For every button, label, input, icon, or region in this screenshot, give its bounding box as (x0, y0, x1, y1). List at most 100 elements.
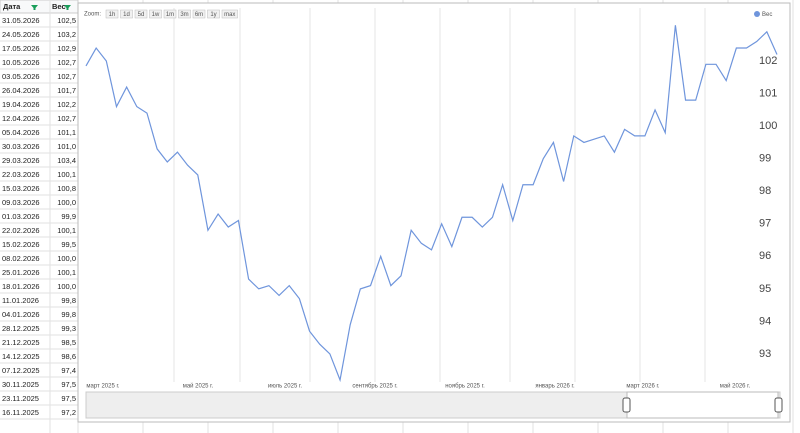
range-handle[interactable] (774, 397, 783, 413)
weight-cell: 98,6 (61, 352, 76, 361)
zoom-button-label[interactable]: 1h (109, 12, 116, 18)
range-window (626, 391, 779, 419)
y-tick-label: 93 (759, 348, 771, 360)
weight-cell: 99,5 (61, 240, 76, 249)
zoom-button-label[interactable]: 5d (138, 12, 145, 18)
y-tick-label: 101 (759, 88, 777, 100)
date-cell: 04.01.2026 (2, 310, 40, 319)
date-cell: 07.12.2025 (2, 366, 40, 375)
x-tick-label: ноябрь 2025 г. (445, 384, 485, 390)
date-cell: 15.02.2026 (2, 240, 40, 249)
zoom-button-label[interactable]: max (224, 12, 235, 18)
range-handle[interactable] (622, 397, 631, 413)
filter-icon[interactable] (31, 5, 38, 10)
date-cell: 25.01.2026 (2, 268, 40, 277)
date-cell: 03.05.2026 (2, 72, 40, 81)
weight-cell: 100,1 (57, 268, 76, 277)
date-cell: 09.03.2026 (2, 198, 40, 207)
weight-cell: 102,5 (57, 16, 76, 25)
date-cell: 08.02.2026 (2, 254, 40, 263)
date-cell: 19.04.2026 (2, 100, 40, 109)
date-cell: 18.01.2026 (2, 282, 40, 291)
weight-cell: 103,2 (57, 30, 76, 39)
zoom-button[interactable] (105, 9, 119, 19)
date-cell: 10.05.2026 (2, 58, 40, 67)
zoom-label: Zoom: (84, 12, 101, 18)
date-cell: 29.03.2026 (2, 156, 40, 165)
y-tick-label: 94 (759, 315, 771, 327)
weight-cell: 101,7 (57, 86, 76, 95)
y-tick-label: 96 (759, 250, 771, 262)
zoom-button[interactable] (221, 9, 238, 19)
weight-cell: 100,1 (57, 170, 76, 179)
zoom-button[interactable] (163, 9, 177, 19)
x-tick-label: март 2025 г. (86, 384, 120, 390)
weight-cell: 100,0 (57, 282, 76, 291)
weight-cell: 98,5 (61, 338, 76, 347)
zoom-button[interactable] (134, 9, 148, 19)
date-cell: 05.04.2026 (2, 128, 40, 137)
date-cell: 01.03.2026 (2, 212, 40, 221)
weight-cell: 99,9 (61, 212, 76, 221)
header-cell: Дата (3, 2, 21, 11)
weight-cell: 99,8 (61, 296, 76, 305)
weight-cell: 100,0 (57, 254, 76, 263)
y-tick-label: 100 (759, 120, 777, 132)
weight-cell: 97,5 (61, 394, 76, 403)
zoom-button[interactable] (120, 9, 133, 19)
weight-cell: 97,4 (61, 366, 76, 375)
y-tick-label: 98 (759, 185, 771, 197)
x-tick-label: сентябрь 2025 г. (352, 384, 398, 390)
weight-cell: 101,1 (57, 128, 76, 137)
weight-cell: 99,3 (61, 324, 76, 333)
legend-label: Вес (762, 12, 772, 18)
date-cell: 22.03.2026 (2, 170, 40, 179)
zoom-button-label[interactable]: 1y (210, 12, 216, 18)
weight-cell: 102,7 (57, 72, 76, 81)
date-cell: 31.05.2026 (2, 16, 40, 25)
zoom-button-label[interactable]: 1d (123, 12, 130, 18)
zoom-button[interactable] (149, 9, 162, 19)
y-tick-label: 102 (759, 55, 777, 67)
date-cell: 12.04.2026 (2, 114, 40, 123)
weight-cell: 99,8 (61, 310, 76, 319)
date-cell: 15.03.2026 (2, 184, 40, 193)
y-tick-label: 95 (759, 283, 771, 295)
date-cell: 30.11.2025 (2, 380, 39, 389)
x-tick-label: май 2025 г. (183, 383, 214, 390)
date-cell: 14.12.2025 (2, 352, 40, 361)
zoom-button[interactable] (192, 9, 206, 19)
date-cell: 16.11.2025 (2, 408, 39, 417)
x-tick-label: июль 2025 г. (268, 384, 302, 390)
weight-cell: 102,7 (57, 114, 76, 123)
weight-cell: 97,5 (61, 380, 76, 389)
zoom-button-label[interactable]: 1w (152, 12, 160, 18)
zoom-button[interactable] (178, 9, 191, 19)
y-tick-label: 97 (759, 218, 771, 230)
zoom-button[interactable] (207, 9, 220, 19)
zoom-button-label[interactable]: 1m (166, 12, 174, 18)
date-cell: 28.12.2025 (2, 324, 40, 333)
date-cell: 22.02.2026 (2, 226, 40, 235)
line (85, 25, 778, 383)
weight-cell: 102,2 (57, 100, 76, 109)
zoom-button-label[interactable]: 3m (180, 12, 188, 18)
weight-cell: 100,8 (57, 184, 76, 193)
zoom-button-label[interactable]: 6m (195, 12, 203, 18)
weight-cell: 100,0 (57, 198, 76, 207)
weight-cell: 101,0 (57, 142, 76, 151)
date-cell: 17.05.2026 (2, 44, 40, 53)
weight-cell: 100,1 (57, 226, 76, 235)
header-cell: Вес (52, 2, 66, 11)
x-tick-label: май 2026 г. (720, 383, 751, 390)
weight-cell: 97,2 (61, 408, 76, 417)
chart-frame (77, 2, 791, 423)
date-cell: 21.12.2025 (2, 338, 40, 347)
date-cell: 26.04.2026 (2, 86, 40, 95)
weight-cell: 103,4 (57, 156, 76, 165)
filter-icon[interactable] (64, 5, 71, 10)
legend-marker (754, 11, 760, 17)
weight-cell: 102,7 (57, 58, 76, 67)
y-tick-label: 99 (759, 153, 771, 165)
